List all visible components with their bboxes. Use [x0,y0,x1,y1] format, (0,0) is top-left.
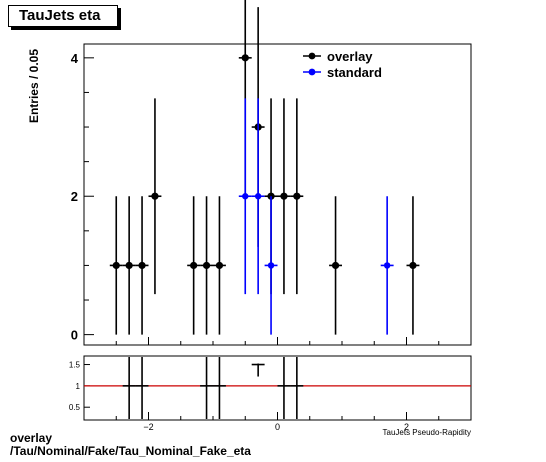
overlay-point [409,261,417,270]
x-tick-label: 2 [404,422,409,432]
footer-line1: overlay [10,431,53,445]
chart-title: TauJets eta [8,5,118,27]
x-axis-label: TauJets Pseudo-Rapidity [383,428,472,437]
standard-point [383,262,391,269]
standard-point [242,193,249,200]
ratio-y-tick-label: 0.5 [69,403,81,412]
overlay-point [331,261,340,270]
x-tick-label: 0 [275,422,280,432]
legend-marker [308,68,316,76]
overlay-point [280,192,288,200]
legend-marker [308,52,316,60]
legend-label: overlay [327,49,373,64]
footer: overlay /Tau/Nominal/Fake/Tau_Nominal_Fa… [10,432,251,458]
standard-point [267,262,275,269]
standard-point [254,193,262,200]
y-tick-label: 0 [71,328,78,343]
overlay-point [125,261,133,270]
y-tick-label: 2 [71,189,78,204]
overlay-point [190,261,198,270]
overlay-point [112,261,120,270]
overlay-point [293,192,301,200]
overlay-point [138,261,146,270]
overlay-point [241,54,249,62]
ratio-y-tick-label: 1.5 [69,361,81,370]
x-tick-label: −2 [143,422,153,432]
overlay-point [151,192,159,200]
overlay-point [202,261,211,270]
ratio-y-tick-label: 1 [76,382,81,391]
footer-line2: /Tau/Nominal/Fake/Tau_Nominal_Fake_eta [10,444,251,458]
legend-label: standard [327,65,382,80]
y-tick-label: 4 [71,51,79,66]
overlay-point [215,261,224,270]
